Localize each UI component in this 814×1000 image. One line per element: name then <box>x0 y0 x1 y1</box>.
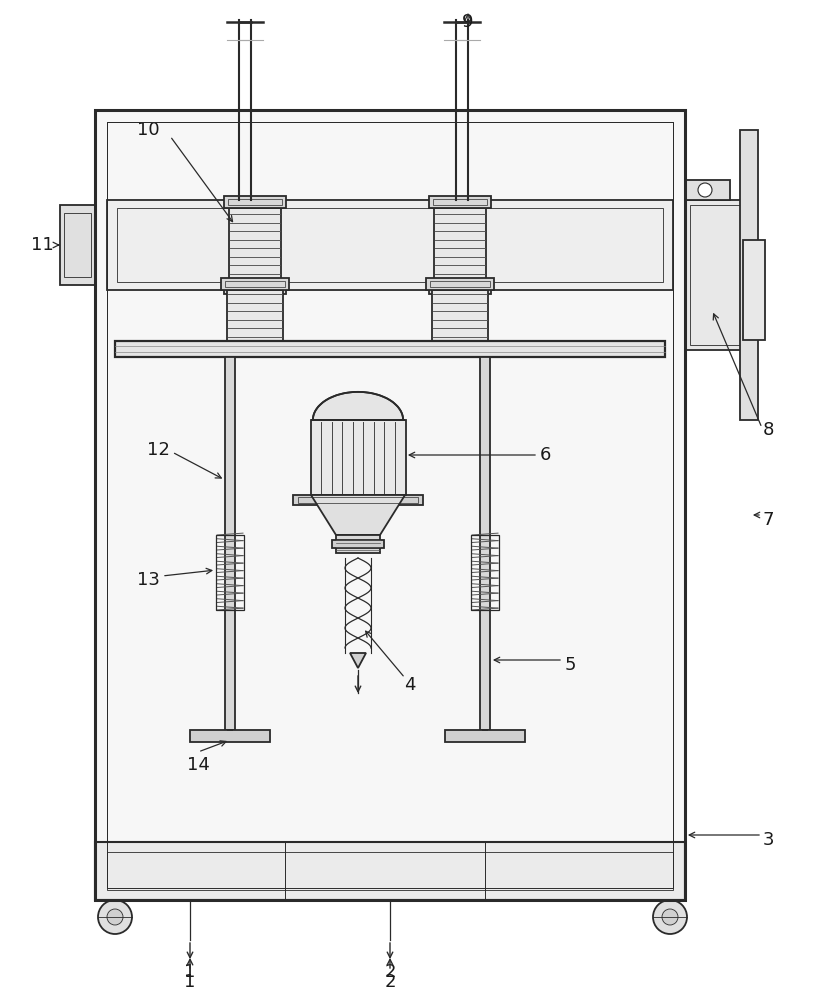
Text: 4: 4 <box>405 676 416 694</box>
Bar <box>690 205 740 345</box>
Bar <box>216 535 244 610</box>
Circle shape <box>107 909 123 925</box>
Bar <box>743 240 765 340</box>
Circle shape <box>698 183 712 197</box>
Text: 11: 11 <box>31 236 54 254</box>
Bar <box>228 199 282 205</box>
Bar <box>480 357 490 730</box>
Bar <box>225 281 285 287</box>
Polygon shape <box>311 392 405 420</box>
Bar <box>115 341 665 357</box>
Bar <box>107 122 673 888</box>
Bar <box>740 130 758 420</box>
Polygon shape <box>350 653 366 668</box>
Bar <box>216 535 244 610</box>
Bar <box>107 122 673 888</box>
Bar <box>430 348 490 354</box>
Text: 1: 1 <box>184 973 195 991</box>
Bar <box>471 535 499 610</box>
Circle shape <box>98 900 132 934</box>
Bar <box>95 110 685 900</box>
Bar <box>225 348 285 354</box>
Text: 7: 7 <box>762 511 774 529</box>
Bar <box>426 345 494 357</box>
Bar <box>429 282 491 294</box>
Text: 8: 8 <box>763 421 773 439</box>
Circle shape <box>653 900 687 934</box>
Bar <box>685 200 745 350</box>
Bar <box>430 281 490 287</box>
Text: 9: 9 <box>462 13 474 31</box>
Text: 1: 1 <box>184 963 195 981</box>
Bar <box>434 208 486 282</box>
Text: 2: 2 <box>384 963 396 981</box>
Bar <box>225 357 235 730</box>
Bar <box>224 282 286 294</box>
Bar <box>298 497 418 503</box>
Text: 12: 12 <box>147 441 169 459</box>
Bar <box>107 852 673 890</box>
Bar <box>227 290 283 345</box>
Bar <box>228 285 282 291</box>
Text: 3: 3 <box>762 831 774 849</box>
Bar <box>311 420 406 495</box>
Bar <box>64 213 91 277</box>
Bar <box>95 110 685 900</box>
Bar <box>433 285 487 291</box>
Bar <box>445 730 525 742</box>
Bar <box>229 208 281 282</box>
Bar <box>471 535 499 610</box>
Bar <box>332 540 384 548</box>
Text: 6: 6 <box>540 446 551 464</box>
Text: 10: 10 <box>137 121 160 139</box>
Bar <box>221 278 289 290</box>
Text: 2: 2 <box>384 973 396 991</box>
Bar <box>190 730 270 742</box>
Text: 13: 13 <box>137 571 160 589</box>
Bar <box>221 345 289 357</box>
Bar <box>60 205 95 285</box>
Bar <box>224 196 286 208</box>
Circle shape <box>662 909 678 925</box>
Bar <box>95 842 685 900</box>
Bar <box>117 208 663 282</box>
Bar <box>429 196 491 208</box>
Bar <box>426 278 494 290</box>
Bar <box>433 199 487 205</box>
Bar <box>293 495 423 505</box>
Bar <box>336 535 380 553</box>
Bar <box>107 200 673 290</box>
Bar <box>432 290 488 345</box>
Text: 5: 5 <box>564 656 575 674</box>
Polygon shape <box>311 495 405 535</box>
Text: 14: 14 <box>186 756 209 774</box>
Bar <box>685 180 730 200</box>
